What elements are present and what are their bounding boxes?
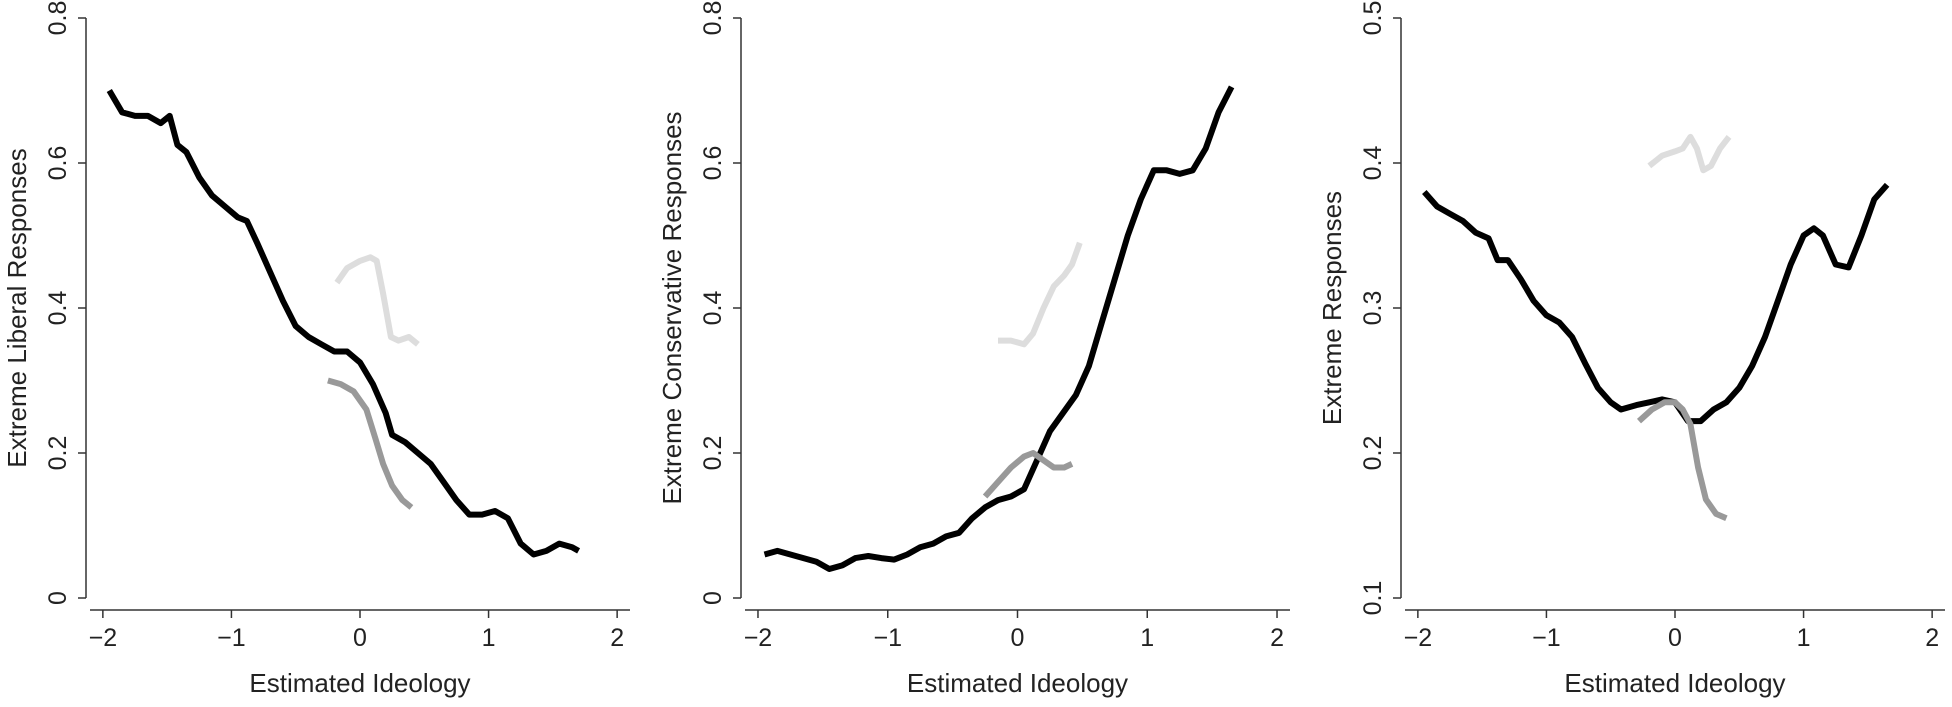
- x-tick-label: 2: [1925, 624, 1939, 652]
- x-axis-title: Estimated Ideology: [249, 668, 470, 698]
- series-line-2: [1636, 399, 1728, 522]
- y-tick-label: 0.2: [1359, 436, 1387, 471]
- y-tick-label: 0: [44, 591, 72, 605]
- y-tick-label: 0.2: [44, 436, 72, 471]
- series-line-1: [763, 85, 1235, 572]
- x-tick-label: 1: [1797, 624, 1811, 652]
- y-axis-title: Extreme Liberal Responses: [2, 148, 32, 467]
- y-tick-label: 0: [699, 591, 727, 605]
- y-tick-label: 0.6: [44, 146, 72, 181]
- x-tick-label: −2: [744, 624, 773, 652]
- y-tick-label: 0.4: [44, 291, 72, 326]
- y-tick-label: 0.8: [44, 1, 72, 36]
- x-tick-label: −1: [873, 624, 902, 652]
- x-tick-label: 2: [610, 624, 624, 652]
- y-tick-label: 0.3: [1359, 291, 1387, 326]
- y-tick-label: 0.5: [1359, 1, 1387, 36]
- panel-extreme-liberal: −2 −1 0 1 200.20.40.60.8 Estimated Ideology …: [2, 1, 630, 698]
- series-line-1: [106, 88, 581, 558]
- x-tick-label: −2: [1404, 624, 1433, 652]
- panel-extreme-responses: −2 −1 0 1 2 0.1 0.2 0.3 0.4 0.5 Estimated Ideolog…: [1317, 1, 1945, 698]
- y-tick-label: 0.6: [699, 146, 727, 181]
- y-tick-label: 0.1: [1359, 581, 1387, 616]
- x-tick-label: 1: [482, 624, 496, 652]
- x-axis-title: Estimated Ideology: [907, 668, 1128, 698]
- x-tick-label: −1: [217, 624, 246, 652]
- x-tick-label: −2: [89, 624, 118, 652]
- x-tick-label: 0: [1668, 624, 1682, 652]
- x-tick-label: 1: [1140, 624, 1154, 652]
- x-tick-label: −1: [1532, 624, 1561, 652]
- y-tick-label: 0.4: [699, 291, 727, 326]
- y-tick-label: 0.4: [1359, 146, 1387, 181]
- y-axis-title: Extreme Responses: [1317, 191, 1347, 425]
- y-axis-title: Extreme Conservative Responses: [657, 111, 687, 504]
- series-line-2: [327, 377, 414, 510]
- y-tick-label: 0.8: [699, 1, 727, 36]
- series-line-2: [982, 450, 1074, 499]
- x-tick-label: 0: [1011, 624, 1025, 652]
- x-axis-title: Estimated Ideology: [1564, 668, 1785, 698]
- series-line-3: [334, 254, 420, 347]
- x-tick-label: 0: [353, 624, 367, 652]
- y-tick-label: 0.2: [699, 436, 727, 471]
- panel-extreme-conservative: −2 −1 0 1 200.20.40.60.8 Estimated Ideology …: [657, 1, 1290, 698]
- series-line-1: [1422, 182, 1890, 425]
- series-line-3: [1647, 133, 1732, 174]
- series-line-3: [998, 241, 1083, 348]
- x-tick-label: 2: [1270, 624, 1284, 652]
